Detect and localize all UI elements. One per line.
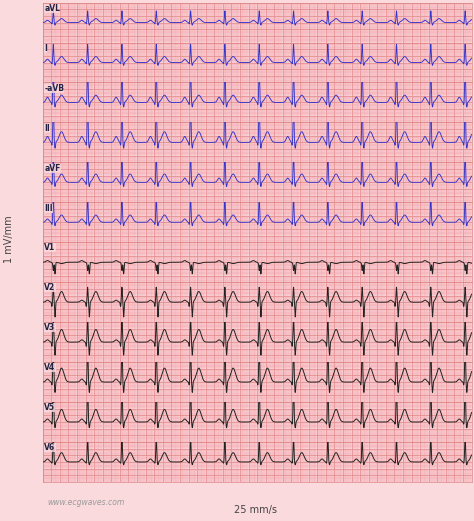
Text: I: I	[45, 44, 47, 53]
Text: 25 mm/s: 25 mm/s	[235, 505, 277, 515]
Text: V2: V2	[45, 283, 55, 292]
Text: aVF: aVF	[45, 164, 61, 172]
Text: -aVB: -aVB	[45, 84, 64, 93]
Text: V3: V3	[45, 324, 55, 332]
Text: 1 mV/mm: 1 mV/mm	[3, 216, 14, 264]
Text: www.ecgwaves.com: www.ecgwaves.com	[47, 499, 125, 507]
Text: V6: V6	[45, 443, 55, 452]
Text: III: III	[45, 204, 53, 213]
Text: V5: V5	[45, 403, 55, 412]
Text: V4: V4	[45, 363, 55, 373]
Text: II: II	[45, 123, 50, 133]
Text: V1: V1	[45, 243, 55, 253]
Text: aVL: aVL	[45, 4, 60, 13]
